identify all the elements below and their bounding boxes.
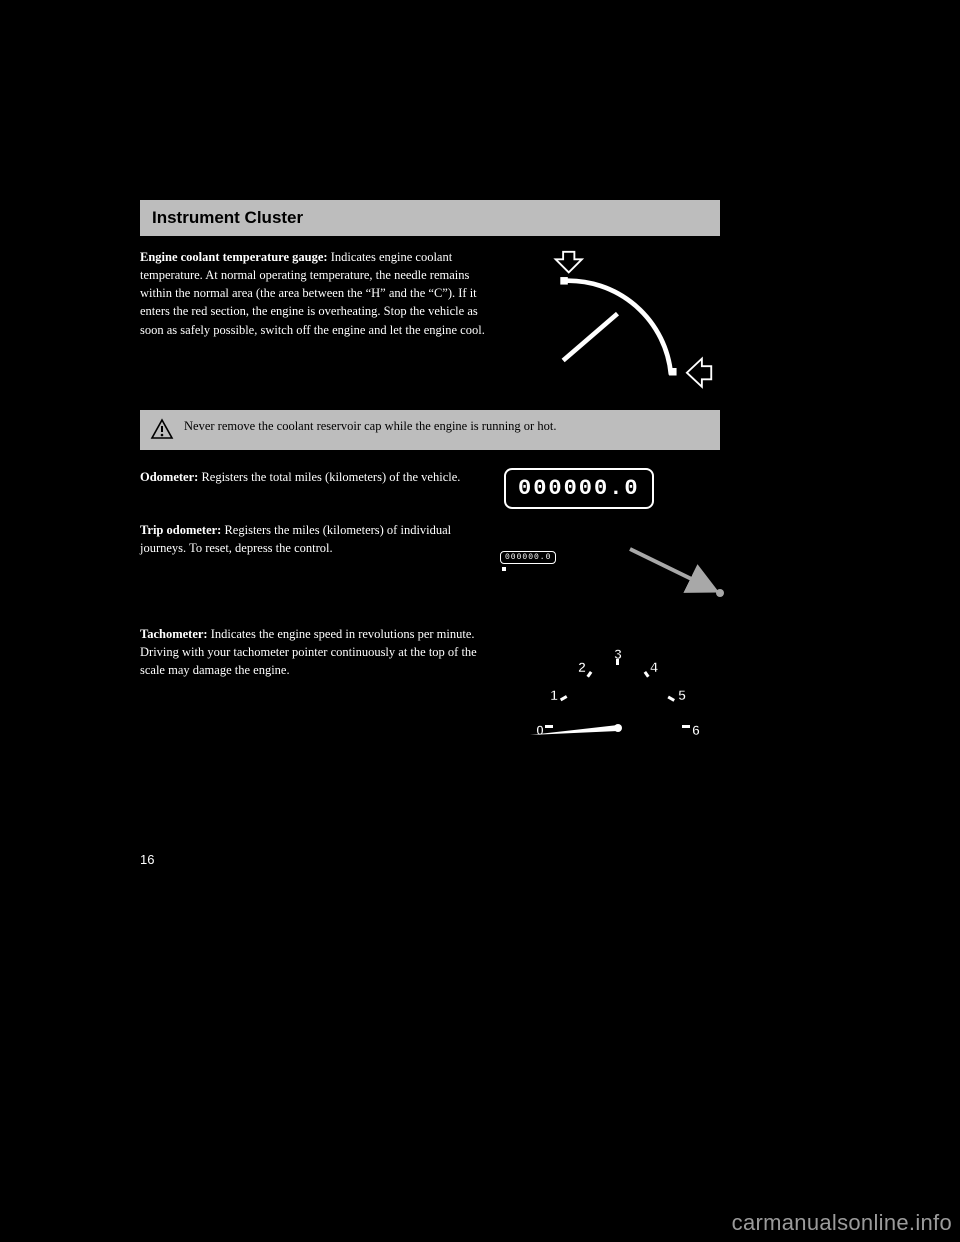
chapter-header: Instrument Cluster — [140, 200, 720, 236]
odometer-digits: 000000.0 — [518, 476, 640, 501]
svg-text:1: 1 — [550, 687, 558, 703]
odometer-section: Odometer: Registers the total miles (kil… — [140, 468, 720, 509]
trip-reset-arrow-icon — [620, 541, 730, 601]
trip-odometer-text: Trip odometer: Registers the miles (kilo… — [140, 521, 490, 613]
page-number: 16 — [140, 852, 154, 867]
trip-tick-mark — [502, 567, 506, 571]
svg-text:0: 0 — [536, 722, 544, 738]
odometer-text: Odometer: Registers the total miles (kil… — [140, 468, 490, 509]
warning-triangle-icon — [150, 418, 174, 442]
warning-box: Never remove the coolant reservoir cap w… — [140, 410, 720, 450]
odometer-display: 000000.0 — [504, 468, 654, 509]
trip-odometer-figure: 000000.0 — [500, 533, 720, 613]
watermark: carmanualsonline.info — [732, 1210, 952, 1236]
odometer-figure: 000000.0 — [500, 468, 720, 509]
coolant-text: Engine coolant temperature gauge: Indica… — [140, 248, 490, 398]
tachometer-text: Tachometer: Indicates the engine speed i… — [140, 625, 490, 755]
trip-mini-display: 000000.0 — [500, 551, 556, 564]
coolant-gauge-figure — [500, 248, 720, 398]
tachometer-figure: 0 1 2 3 4 5 — [500, 625, 720, 755]
svg-text:6: 6 — [692, 722, 700, 738]
warning-text: Never remove the coolant reservoir cap w… — [184, 418, 556, 436]
trip-odometer-section: Trip odometer: Registers the miles (kilo… — [140, 521, 720, 613]
coolant-section: Engine coolant temperature gauge: Indica… — [140, 248, 720, 398]
svg-text:4: 4 — [650, 659, 658, 675]
svg-text:5: 5 — [678, 687, 686, 703]
svg-text:2: 2 — [578, 659, 586, 675]
tachometer-section: Tachometer: Indicates the engine speed i… — [140, 625, 720, 755]
